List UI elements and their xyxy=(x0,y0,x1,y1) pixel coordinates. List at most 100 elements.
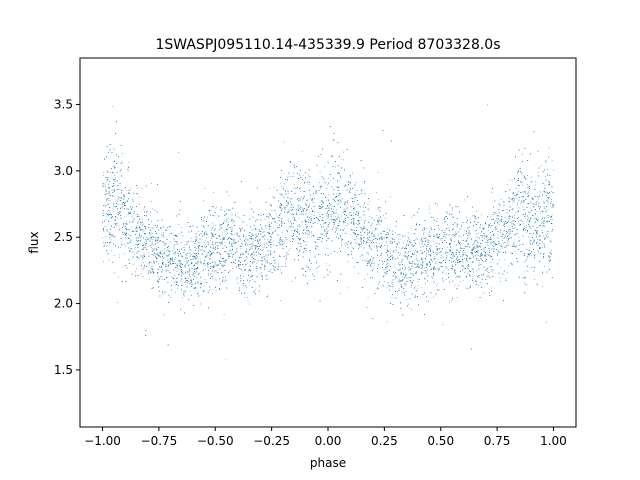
data-point xyxy=(224,265,225,266)
data-point xyxy=(401,272,402,273)
data-point xyxy=(497,234,499,236)
data-point xyxy=(289,239,291,241)
data-point xyxy=(403,215,405,217)
data-point xyxy=(416,237,417,239)
data-point xyxy=(148,278,150,280)
data-point xyxy=(437,247,439,249)
data-point xyxy=(127,171,129,172)
data-point xyxy=(371,227,373,229)
data-point xyxy=(480,245,482,247)
data-point xyxy=(519,244,521,245)
data-point xyxy=(544,247,546,248)
data-point xyxy=(251,254,252,255)
data-point xyxy=(262,247,264,249)
data-point xyxy=(415,286,417,288)
data-point xyxy=(117,218,118,220)
data-point xyxy=(451,300,453,302)
data-point xyxy=(155,247,157,249)
data-point xyxy=(406,253,408,254)
data-point xyxy=(420,247,422,248)
data-point xyxy=(349,213,351,215)
data-point xyxy=(538,198,540,199)
data-point xyxy=(495,244,496,246)
data-point xyxy=(244,260,246,262)
data-point xyxy=(365,244,367,245)
data-point xyxy=(269,246,271,248)
data-point xyxy=(437,282,438,284)
data-point xyxy=(390,255,392,257)
data-point xyxy=(169,263,171,265)
data-point xyxy=(215,207,217,209)
data-point xyxy=(429,266,431,267)
data-point xyxy=(517,204,518,206)
data-point xyxy=(314,240,316,242)
data-point xyxy=(413,253,414,255)
data-point xyxy=(382,263,384,265)
data-point xyxy=(506,272,508,273)
data-point xyxy=(311,214,313,215)
data-point xyxy=(191,283,193,285)
data-point xyxy=(246,262,248,264)
data-point xyxy=(412,273,414,275)
data-point xyxy=(360,244,362,246)
data-point xyxy=(207,273,209,274)
data-point xyxy=(251,229,253,231)
data-point xyxy=(546,322,547,323)
data-point xyxy=(533,226,534,228)
data-point xyxy=(429,205,430,207)
data-point xyxy=(221,266,223,268)
data-point xyxy=(376,192,377,194)
data-point xyxy=(530,181,532,183)
data-point xyxy=(499,259,500,261)
data-point xyxy=(336,229,337,231)
data-point xyxy=(196,270,197,272)
data-point xyxy=(427,269,428,271)
data-point xyxy=(309,198,311,200)
data-point xyxy=(326,187,327,189)
data-point xyxy=(216,206,217,208)
data-point xyxy=(178,233,180,235)
data-point xyxy=(346,206,348,208)
data-point xyxy=(497,215,499,216)
data-point xyxy=(317,212,319,213)
data-point xyxy=(281,186,283,188)
data-point xyxy=(181,227,183,228)
data-point xyxy=(344,210,346,211)
data-point xyxy=(480,282,482,283)
data-point xyxy=(219,239,221,240)
data-point xyxy=(482,225,484,226)
data-point xyxy=(407,232,409,234)
data-point xyxy=(146,210,148,212)
data-point xyxy=(548,209,549,210)
data-point xyxy=(343,243,345,245)
data-point xyxy=(493,246,494,247)
data-point xyxy=(135,268,137,269)
data-point xyxy=(289,176,291,177)
data-point xyxy=(305,232,306,233)
data-point xyxy=(378,217,380,219)
data-point xyxy=(185,241,187,243)
data-point xyxy=(291,203,292,205)
scatter-points xyxy=(102,104,554,361)
data-point xyxy=(268,216,270,218)
data-point xyxy=(429,259,431,260)
data-point xyxy=(245,263,247,265)
data-point xyxy=(188,281,189,282)
data-point xyxy=(202,254,204,255)
data-point xyxy=(262,229,264,230)
data-point xyxy=(338,202,340,204)
data-point xyxy=(296,199,298,200)
data-point xyxy=(467,273,469,274)
data-point xyxy=(102,184,104,186)
data-point xyxy=(145,247,146,248)
data-point xyxy=(398,262,399,263)
data-point xyxy=(481,274,482,276)
data-point xyxy=(108,259,110,261)
data-point xyxy=(465,241,467,243)
data-point xyxy=(220,256,222,258)
data-point xyxy=(209,210,211,212)
data-point xyxy=(326,208,328,209)
data-point xyxy=(110,239,112,241)
data-point xyxy=(246,257,248,259)
data-point xyxy=(444,222,445,224)
